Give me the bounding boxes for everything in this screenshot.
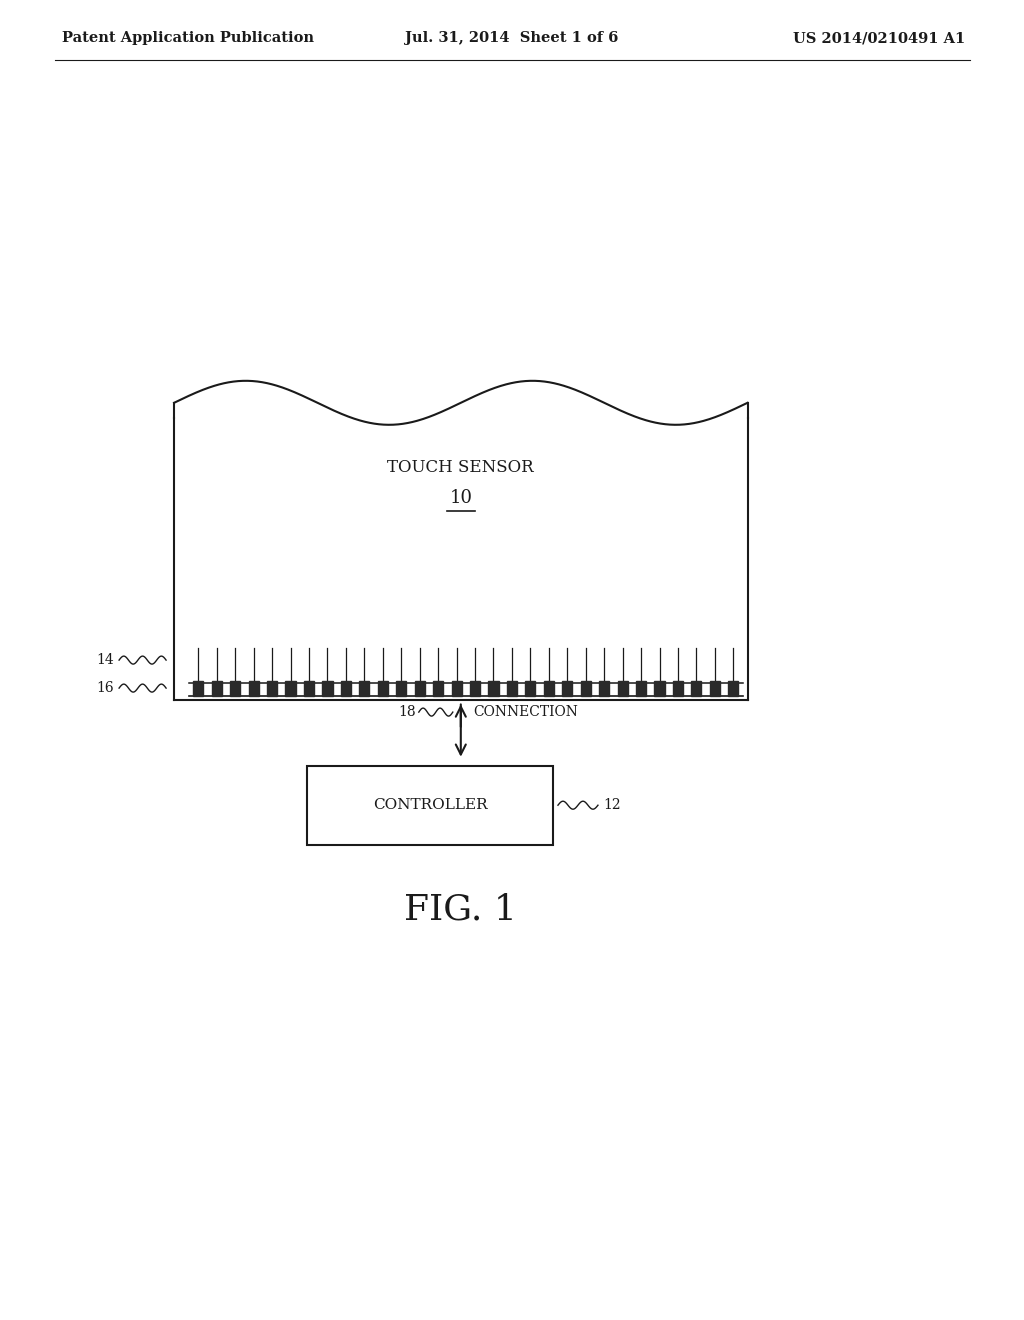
Bar (599, 681, 609, 696)
Bar (488, 681, 499, 696)
Bar (304, 681, 314, 696)
Bar (525, 681, 536, 696)
Bar (194, 681, 204, 696)
Text: 12: 12 (603, 799, 621, 812)
Text: Patent Application Publication: Patent Application Publication (62, 30, 314, 45)
Text: US 2014/0210491 A1: US 2014/0210491 A1 (793, 30, 965, 45)
Bar (230, 681, 241, 696)
Bar (212, 681, 222, 696)
Bar (654, 681, 665, 696)
Text: 18: 18 (398, 705, 416, 719)
Text: FIG. 1: FIG. 1 (404, 892, 517, 927)
Bar (636, 681, 646, 696)
Text: CONNECTION: CONNECTION (473, 705, 578, 719)
Bar (307, 766, 553, 845)
Bar (452, 681, 462, 696)
Bar (415, 681, 425, 696)
Bar (691, 681, 701, 696)
Bar (396, 681, 407, 696)
Bar (562, 681, 572, 696)
Text: 10: 10 (450, 488, 472, 507)
Bar (433, 681, 443, 696)
Bar (323, 681, 333, 696)
Text: TOUCH SENSOR: TOUCH SENSOR (387, 459, 535, 477)
Bar (249, 681, 259, 696)
Bar (617, 681, 628, 696)
Bar (359, 681, 370, 696)
Text: Jul. 31, 2014  Sheet 1 of 6: Jul. 31, 2014 Sheet 1 of 6 (406, 30, 618, 45)
Bar (286, 681, 296, 696)
Text: 16: 16 (96, 681, 114, 696)
Text: 14: 14 (96, 653, 114, 667)
Bar (378, 681, 388, 696)
Bar (544, 681, 554, 696)
Bar (507, 681, 517, 696)
Bar (728, 681, 738, 696)
Bar (470, 681, 480, 696)
Text: CONTROLLER: CONTROLLER (373, 799, 487, 812)
Bar (710, 681, 720, 696)
Bar (581, 681, 591, 696)
Bar (341, 681, 351, 696)
Bar (267, 681, 278, 696)
Bar (673, 681, 683, 696)
